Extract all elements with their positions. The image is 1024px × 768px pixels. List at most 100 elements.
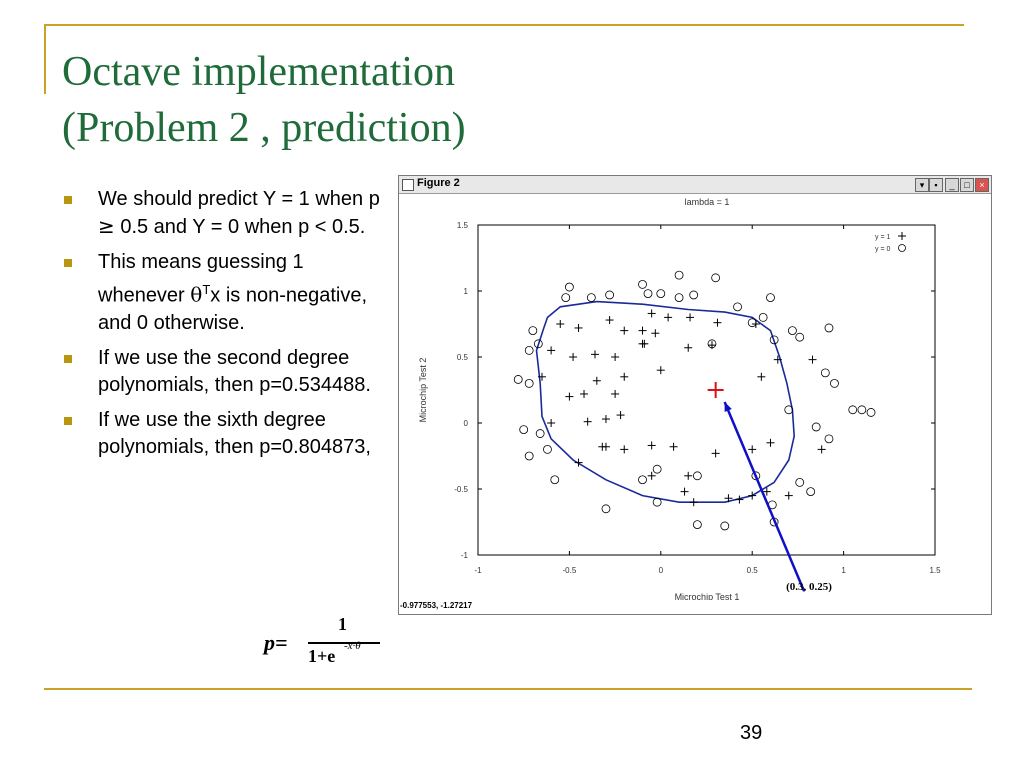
positive-point bbox=[684, 343, 693, 352]
positive-point bbox=[762, 487, 771, 496]
negative-point bbox=[543, 444, 552, 454]
positive-point bbox=[748, 491, 757, 500]
negative-point bbox=[519, 425, 529, 435]
positive-point bbox=[601, 442, 610, 451]
positive-point bbox=[580, 389, 589, 398]
x-tick-label: 0.5 bbox=[747, 566, 759, 575]
positive-point bbox=[647, 471, 656, 480]
negative-point bbox=[524, 378, 534, 388]
x-axis-label: Microchip Test 1 bbox=[675, 592, 740, 600]
positive-point bbox=[611, 353, 620, 361]
x-tick-label: 0 bbox=[659, 566, 664, 575]
positive-point bbox=[620, 326, 629, 335]
positive-point bbox=[689, 498, 698, 507]
negative-point bbox=[747, 318, 757, 328]
negative-point bbox=[524, 345, 534, 355]
window-menu-button[interactable]: ▾ bbox=[915, 178, 929, 192]
legend-plus-icon bbox=[898, 232, 906, 240]
bullet-item: This means guessing 1 whenever θTx is no… bbox=[62, 249, 382, 337]
positive-point bbox=[569, 353, 578, 361]
y-tick-label: -1 bbox=[461, 551, 469, 560]
negative-point bbox=[711, 273, 721, 283]
axis-ticks: -1 -0.5 0 0.5 1 1.5 -1 -0.5 0 0.5 1 1.5 bbox=[454, 221, 941, 575]
figure-window-title: Figure 2 bbox=[417, 177, 460, 189]
legend-circle-icon bbox=[898, 244, 906, 252]
frame-left-line bbox=[44, 24, 46, 94]
positive-point bbox=[713, 318, 722, 327]
positive-point bbox=[817, 445, 826, 454]
positive-point bbox=[638, 326, 647, 335]
positive-point bbox=[669, 442, 678, 451]
negative-point bbox=[586, 293, 596, 302]
positive-point bbox=[651, 329, 660, 338]
positive-point bbox=[757, 372, 766, 381]
positive-point bbox=[766, 438, 775, 447]
y-tick-label: 1.5 bbox=[457, 221, 469, 230]
positive-point bbox=[640, 339, 649, 348]
negative-point bbox=[848, 405, 858, 415]
y-tick-label: 0 bbox=[464, 419, 469, 428]
positive-point bbox=[784, 491, 793, 500]
negative-point bbox=[824, 434, 834, 444]
data-points: (0.3, 0.25) bbox=[513, 270, 876, 593]
negative-point bbox=[652, 464, 662, 474]
window-settings-icon[interactable]: ▪ bbox=[929, 178, 943, 192]
positive-point bbox=[574, 458, 583, 467]
negative-point bbox=[766, 293, 775, 302]
negative-point bbox=[513, 375, 523, 384]
y-tick-label: -0.5 bbox=[454, 485, 468, 494]
negative-point bbox=[692, 520, 702, 530]
negative-point bbox=[857, 405, 867, 415]
negative-point bbox=[674, 293, 684, 302]
negative-point bbox=[707, 339, 717, 349]
y-tick-label: 0.5 bbox=[457, 353, 469, 362]
positive-point bbox=[620, 445, 629, 454]
negative-point bbox=[820, 368, 830, 378]
negative-point bbox=[550, 475, 560, 485]
negative-point bbox=[524, 451, 534, 461]
slide-title-line2: (Problem 2 , prediction) bbox=[62, 105, 466, 151]
positive-point bbox=[684, 471, 693, 480]
slide-title: Octave implementation (Problem 2 , predi… bbox=[62, 44, 962, 156]
formula-lhs: p= bbox=[264, 630, 288, 655]
positive-point bbox=[547, 419, 556, 427]
negative-point bbox=[674, 270, 684, 280]
frame-top-line bbox=[44, 24, 964, 26]
annotation-label: (0.3, 0.25) bbox=[786, 581, 832, 593]
negative-point bbox=[689, 290, 699, 300]
negative-point bbox=[656, 289, 666, 299]
negative-point bbox=[769, 335, 779, 345]
formula-denominator: 1+e bbox=[308, 646, 336, 666]
negative-point bbox=[830, 378, 839, 388]
positive-point bbox=[711, 449, 720, 458]
x-tick-label: -1 bbox=[474, 566, 482, 575]
negative-point bbox=[533, 339, 543, 349]
slide-title-line1: Octave implementation bbox=[62, 49, 456, 95]
scatter-plot: lambda = 1 -1 -0.5 0 0.5 1 1.5-1-0.500.511.5 … bbox=[418, 197, 941, 600]
negative-point bbox=[806, 487, 816, 497]
maximize-icon[interactable]: □ bbox=[960, 178, 974, 192]
negative-point bbox=[652, 497, 662, 507]
negative-point bbox=[605, 290, 615, 300]
formula-exponent: -x·θ bbox=[344, 640, 361, 652]
positive-point bbox=[590, 350, 599, 359]
positive-point bbox=[611, 389, 620, 398]
positive-point bbox=[574, 323, 583, 332]
negative-point bbox=[638, 475, 647, 485]
positive-point bbox=[773, 355, 782, 364]
positive-point bbox=[647, 309, 656, 318]
minimize-icon[interactable]: _ bbox=[945, 178, 959, 192]
negative-point bbox=[788, 326, 797, 336]
positive-point bbox=[556, 320, 565, 328]
figure-titlebar[interactable]: Figure 2 ▾ ▪ _ □ × bbox=[399, 176, 991, 194]
cursor-coordinates: -0.977553, -1.27217 bbox=[400, 601, 473, 610]
negative-point bbox=[561, 293, 571, 302]
x-tick-label: 1 bbox=[841, 566, 846, 575]
formula-fraction-bar bbox=[308, 642, 380, 644]
positive-point bbox=[647, 441, 656, 450]
x-tick-label: -0.5 bbox=[563, 566, 577, 575]
negative-point bbox=[643, 289, 653, 299]
formula-numerator: 1 bbox=[338, 614, 347, 634]
close-icon[interactable]: × bbox=[975, 178, 989, 192]
negative-point bbox=[528, 326, 538, 336]
